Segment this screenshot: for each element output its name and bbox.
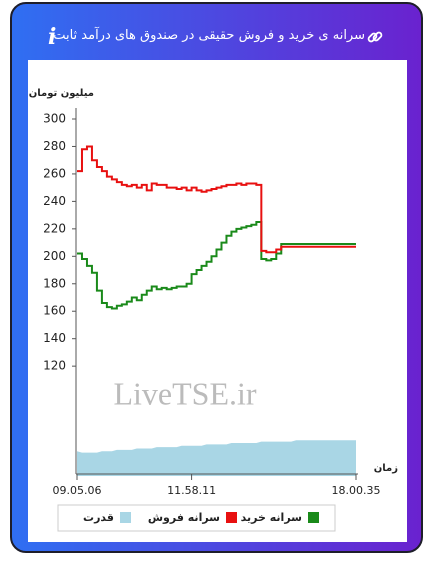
legend-label: سرانه خرید [241,511,302,524]
area [77,440,356,476]
line [77,145,356,254]
x-tick-label: 18.00.35 [332,484,381,497]
y-tick-label: 280 [43,139,66,153]
line [77,220,356,310]
legend-swatch [226,512,237,523]
y-tick-label: 220 [43,221,66,235]
y-tick-label: 240 [43,194,66,208]
y-tick-label: 140 [43,331,66,345]
x-axis-label: زمان [374,463,398,474]
y-tick-label: 180 [43,276,66,290]
legend-swatch [308,512,319,523]
legend-box [57,504,336,532]
y-tick-label: 120 [43,359,66,373]
x-tick-label: 11.58.11 [167,484,216,497]
y-tick-label: 160 [43,304,66,318]
legend-swatch [120,512,131,523]
y-tick-label: 260 [43,166,66,180]
legend-label: قدرت [83,511,114,524]
x-tick-label: 09.05.06 [53,484,102,497]
y-axis-label: میلیون تومان [29,88,94,99]
info-icon[interactable]: i [48,24,57,50]
card-title: سرانه ی خرید و فروش حقیقی در صندوق های د… [53,28,365,43]
y-tick-label: 300 [43,112,66,126]
y-tick-label: 200 [43,249,66,263]
link-icon[interactable] [366,28,384,46]
watermark: LiveTSE.ir [113,375,256,411]
legend-label: سرانه فروش [148,511,220,524]
